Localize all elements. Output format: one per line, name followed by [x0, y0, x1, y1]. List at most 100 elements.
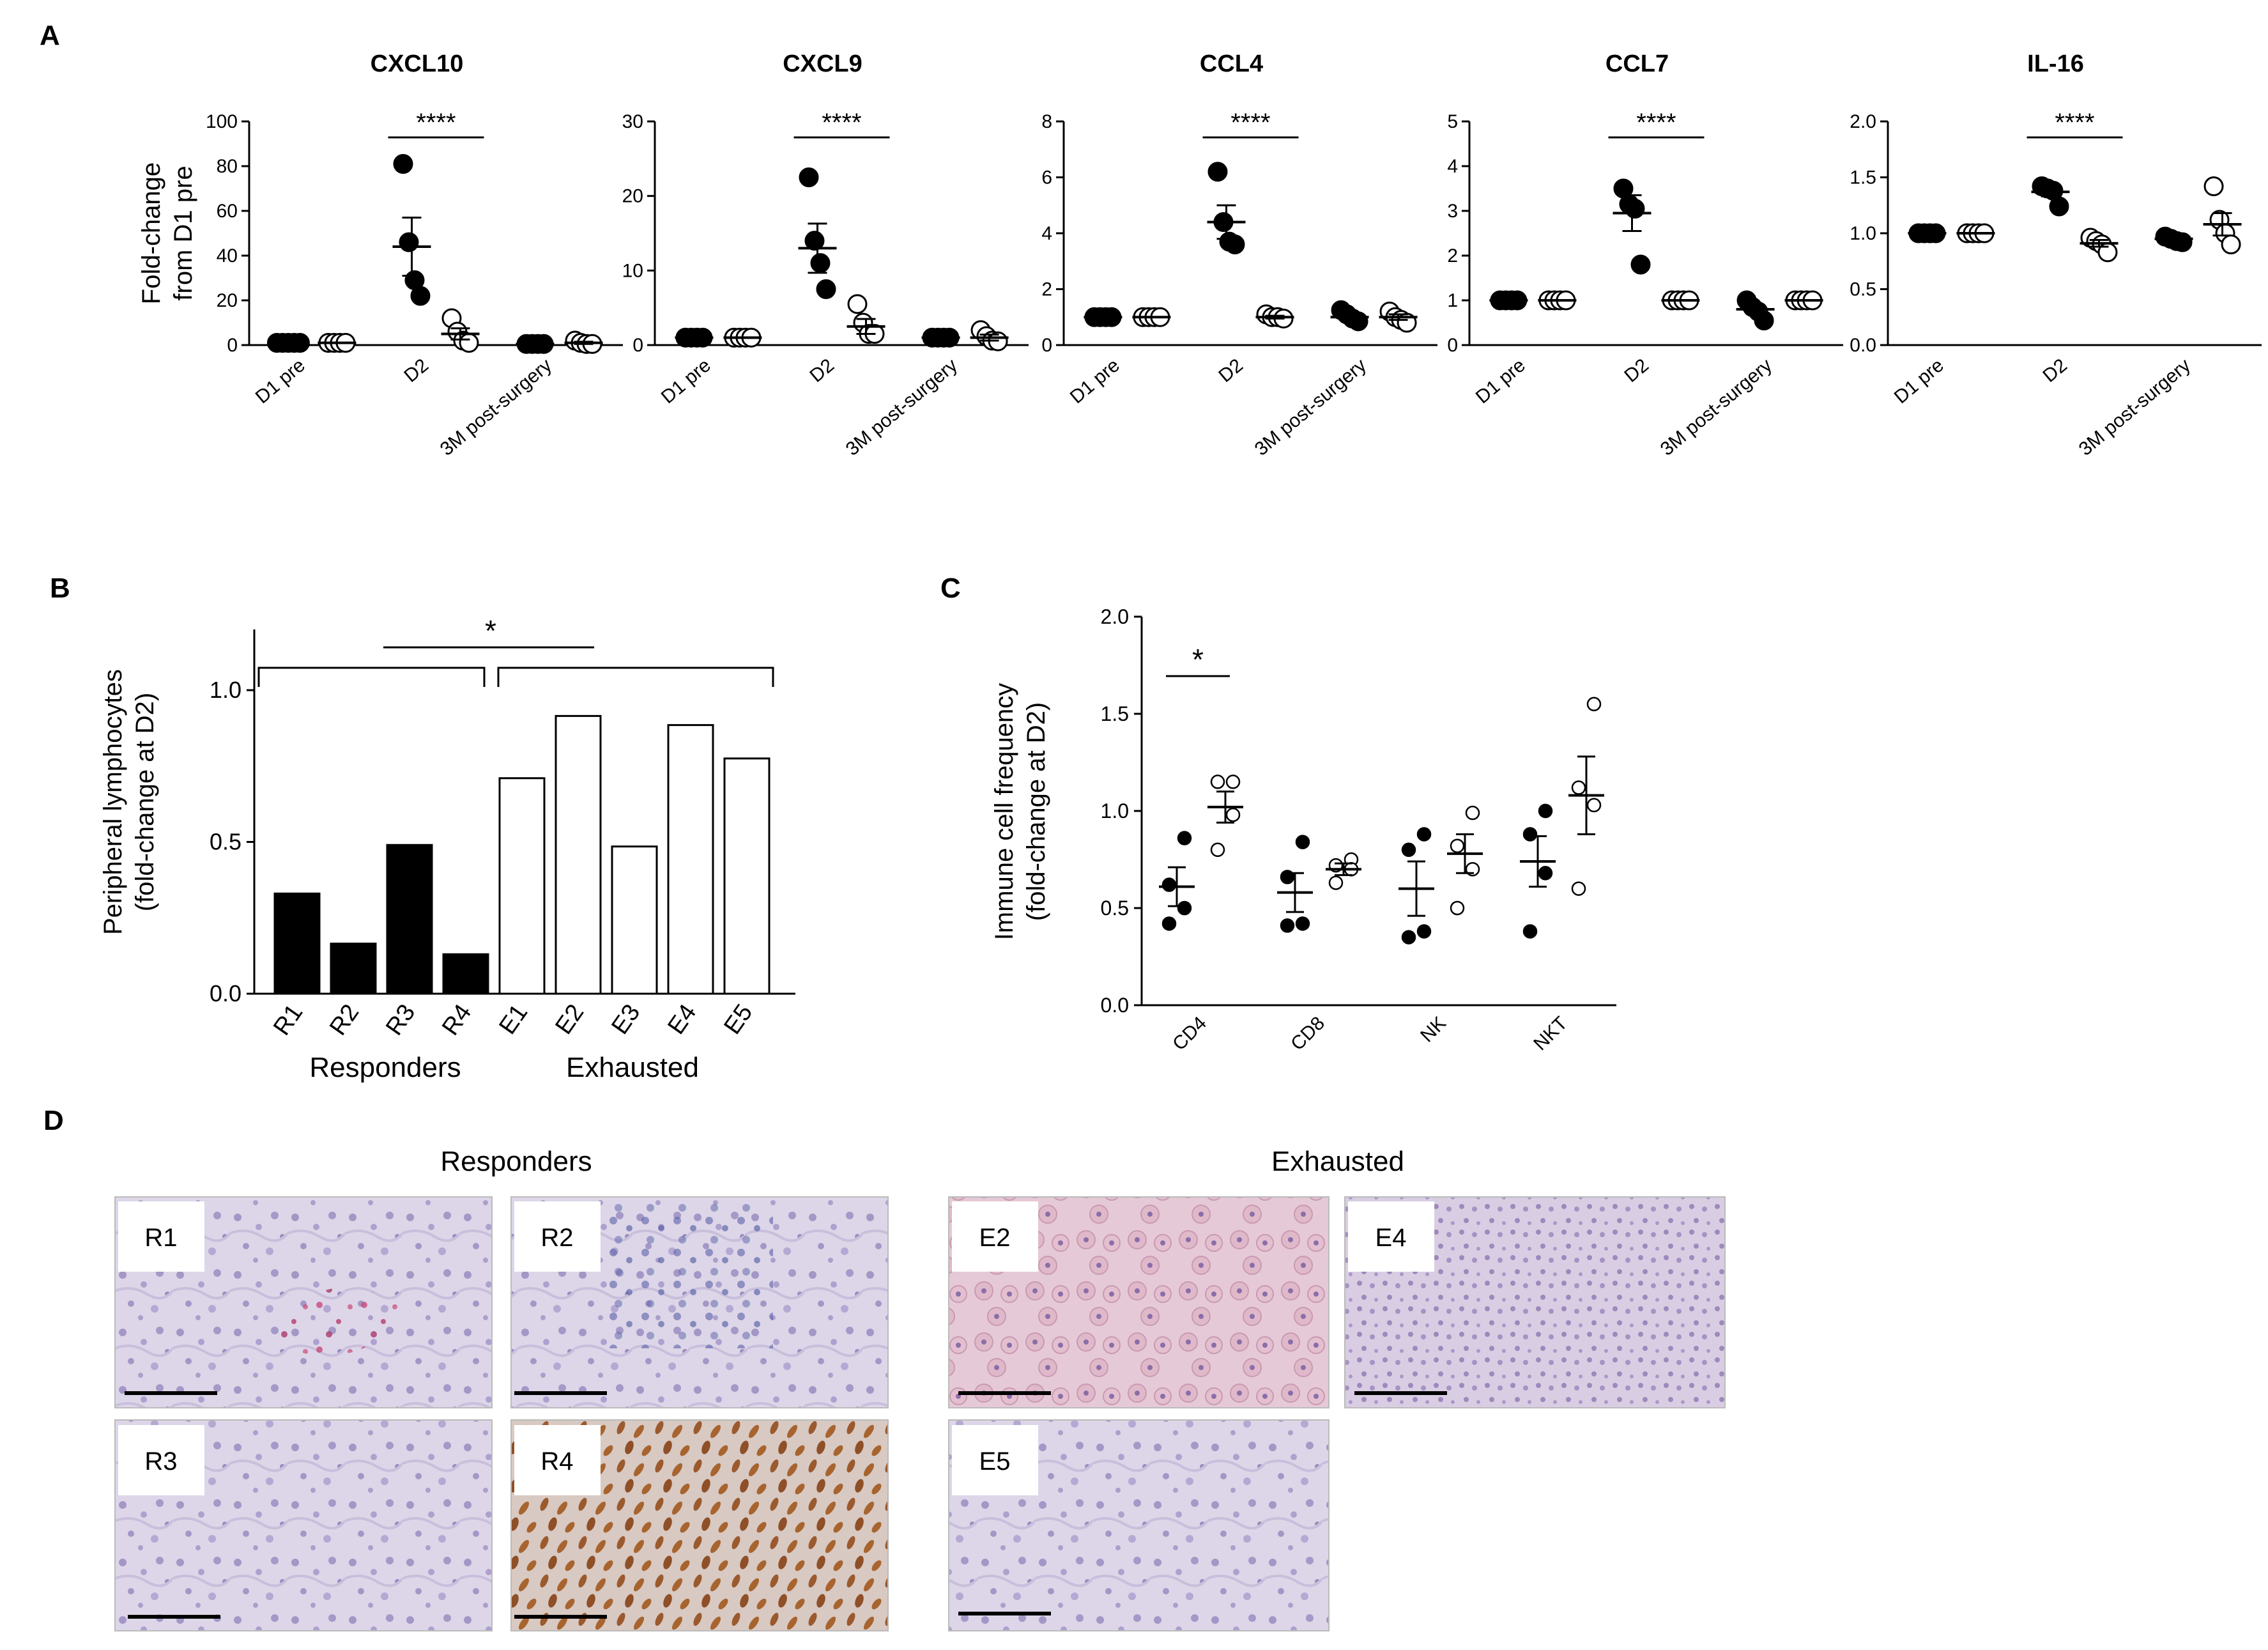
- image-label-box: [952, 1201, 1038, 1272]
- x-tick-label: D2: [2039, 355, 2071, 387]
- image-label: R3: [144, 1447, 177, 1476]
- significance-label: ****: [1636, 109, 1676, 137]
- y-tick-label: 1.0: [1850, 223, 1876, 244]
- y-tick-label: 10: [622, 260, 643, 281]
- y-axis-title: Peripheral lymphocytes (fold-change at D2…: [99, 669, 159, 935]
- x-tick-label: 3M post-surgery: [436, 355, 556, 460]
- image-label: R2: [540, 1224, 573, 1252]
- bar: [273, 892, 321, 995]
- bar: [611, 845, 658, 995]
- histology-group-title-responders: Responders: [440, 1146, 592, 1177]
- data-point: [1450, 838, 1465, 853]
- histology-group-title-exhausted: Exhausted: [1271, 1146, 1404, 1177]
- chart-ccl7: CCL7 0 1 2 3 4 5 D1 pre D2 3M post-surgery ****: [1447, 50, 1843, 460]
- image-label: R4: [540, 1447, 573, 1476]
- data-point: [1625, 199, 1645, 219]
- x-tick-label: R2: [325, 999, 364, 1040]
- bracket-exhausted: [497, 667, 774, 687]
- x-tick-label: D1 pre: [657, 355, 715, 408]
- bar: [386, 844, 433, 995]
- y-tick-label: 8: [1041, 111, 1052, 132]
- x-tick-label: D2: [1214, 355, 1247, 387]
- x-tick-label: E4: [663, 999, 701, 1039]
- x-tick-label: 3M post-surgery: [1251, 355, 1370, 460]
- data-point: [1177, 900, 1192, 916]
- group-label-exhausted: Exhausted: [566, 1052, 699, 1083]
- y-tick-label: 80: [217, 156, 238, 177]
- y-tick-label: 0.0: [1850, 335, 1876, 356]
- x-tick-label: D1 pre: [1066, 355, 1124, 408]
- bar: [667, 724, 714, 995]
- y-tick-label: 0.5: [210, 829, 241, 855]
- y-tick-label: 60: [217, 201, 238, 222]
- data-point: [1295, 916, 1310, 931]
- y-tick-label: 0.5: [1850, 279, 1876, 300]
- data-point: [1450, 900, 1465, 916]
- y-tick-label: 1: [1447, 290, 1458, 311]
- y-tick-label: 0.0: [210, 980, 241, 1006]
- image-label-box: [514, 1425, 601, 1495]
- data-point: [1630, 254, 1651, 275]
- data-point: [1280, 918, 1295, 933]
- y-axis-title: Immune cell frequency (fold-change at D2): [990, 683, 1050, 940]
- y-tick-label: 1.5: [1850, 167, 1876, 189]
- data-point: [1401, 842, 1416, 858]
- y-tick-label: 2: [1447, 245, 1458, 266]
- chart-ccl4: CCL4 0 2 4 6 8 D1 pre D2 3M post-surgery ****: [1041, 50, 1437, 460]
- chart-cxcl10: CXCL10 0 20 40 60 80 100 D1 pre D2 3M post-surger…: [137, 50, 623, 460]
- data-point: [459, 333, 479, 353]
- panel-letter-c: C: [940, 573, 961, 604]
- y-tick-label: 0.5: [1101, 897, 1129, 920]
- chart-peripheral-lymphocytes: 0.0 0.5 1.0 Peripheral lymphocytes (fold-cha…: [99, 614, 795, 1083]
- y-tick-label: 0.0: [1101, 994, 1129, 1017]
- data-point: [1586, 798, 1602, 813]
- y-tick-label: 2.0: [1101, 605, 1129, 628]
- data-point: [1328, 875, 1344, 890]
- panel-letter-d: D: [43, 1105, 64, 1136]
- data-point: [816, 279, 836, 299]
- x-tick-label: CD4: [1168, 1013, 1211, 1055]
- histology-image-e5: E5: [948, 1419, 1329, 1631]
- data-point: [804, 231, 825, 251]
- x-tick-label: E1: [494, 999, 533, 1039]
- data-point: [399, 232, 419, 252]
- image-label-box: [1348, 1201, 1434, 1272]
- bar: [330, 943, 377, 995]
- data-point: [1161, 916, 1177, 931]
- y-tick-label: 3: [1447, 201, 1458, 222]
- chart-title: CCL4: [1200, 50, 1263, 77]
- y-tick-label: 0: [1447, 335, 1458, 356]
- data-point: [1416, 924, 1432, 939]
- image-label: R1: [144, 1224, 177, 1252]
- data-point: [799, 167, 819, 187]
- x-tick-label: CD8: [1287, 1013, 1329, 1055]
- data-point: [1586, 697, 1602, 712]
- data-point: [810, 253, 831, 274]
- data-point: [1295, 835, 1310, 849]
- data-point: [1210, 775, 1225, 789]
- y-tick-label: 0: [1041, 335, 1052, 356]
- image-label: E2: [979, 1224, 1011, 1252]
- x-tick-label: R1: [268, 999, 308, 1040]
- x-tick-label: NK: [1416, 1013, 1450, 1047]
- y-tick-label: 30: [622, 111, 643, 132]
- data-point: [1538, 866, 1553, 881]
- significance-label: ****: [416, 109, 456, 137]
- data-point: [847, 294, 868, 314]
- data-point: [1207, 162, 1228, 182]
- chart-title: CCL7: [1605, 50, 1669, 77]
- y-tick-label: 1.5: [1101, 702, 1129, 725]
- x-tick-label: D1 pre: [1472, 355, 1529, 408]
- x-tick-label: 3M post-surgery: [842, 355, 962, 460]
- histology-image-e4: E4: [1344, 1196, 1726, 1408]
- data-point: [1522, 827, 1538, 842]
- y-tick-label: 2: [1041, 279, 1052, 300]
- chart-immune-cell-frequency: 0.0 0.5 1.0 1.5 2.0 Immune cell frequency (fol…: [990, 605, 1616, 1054]
- data-point: [1416, 827, 1432, 842]
- x-tick-label: R4: [437, 999, 477, 1040]
- y-tick-label: 6: [1041, 167, 1052, 189]
- y-tick-label: 4: [1447, 156, 1458, 177]
- histology-image-r2: R2: [510, 1196, 889, 1408]
- image-label: E5: [979, 1447, 1011, 1476]
- image-label-box: [118, 1425, 204, 1495]
